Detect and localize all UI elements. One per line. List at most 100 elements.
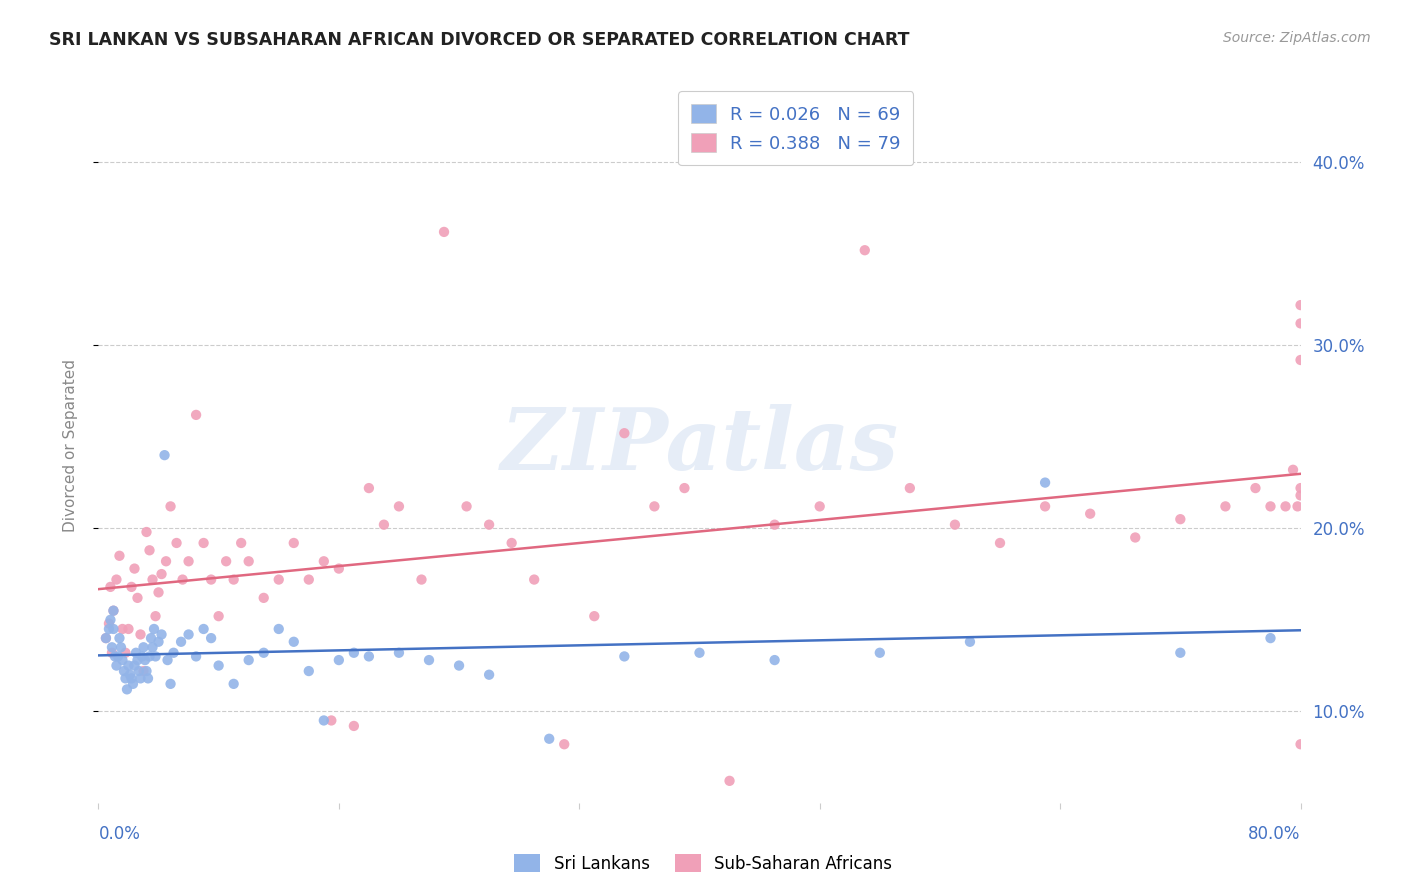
Point	[1123, 531, 1146, 545]
Point	[1289, 317, 1312, 331]
Point	[238, 554, 260, 568]
Point	[298, 573, 321, 587]
Point	[131, 649, 153, 664]
Point	[718, 773, 741, 788]
Point	[103, 604, 125, 618]
Point	[253, 591, 276, 605]
Point	[283, 536, 305, 550]
Point	[94, 631, 117, 645]
Point	[613, 649, 636, 664]
Point	[1289, 353, 1312, 368]
Point	[122, 677, 145, 691]
Point	[101, 646, 124, 660]
Point	[689, 646, 711, 660]
Point	[267, 573, 290, 587]
Point	[238, 653, 260, 667]
Point	[763, 517, 786, 532]
Point	[184, 649, 207, 664]
Point	[433, 225, 456, 239]
Point	[129, 672, 152, 686]
Point	[145, 649, 167, 664]
Point	[105, 658, 128, 673]
Point	[643, 500, 665, 514]
Point	[357, 481, 380, 495]
Point	[231, 536, 253, 550]
Point	[145, 609, 167, 624]
Point	[127, 653, 149, 667]
Point	[111, 622, 134, 636]
Point	[898, 481, 921, 495]
Point	[501, 536, 523, 550]
Point	[155, 554, 177, 568]
Point	[267, 622, 290, 636]
Point	[1170, 646, 1192, 660]
Point	[112, 664, 135, 678]
Point	[478, 667, 501, 681]
Point	[763, 653, 786, 667]
Point	[125, 646, 148, 660]
Point	[1282, 463, 1305, 477]
Legend: Sri Lankans, Sub-Saharan Africans: Sri Lankans, Sub-Saharan Africans	[506, 847, 900, 880]
Point	[312, 714, 335, 728]
Point	[388, 646, 411, 660]
Point	[143, 622, 166, 636]
Point	[170, 634, 193, 648]
Point	[156, 653, 179, 667]
Point	[673, 481, 696, 495]
Text: 0.0%: 0.0%	[98, 825, 141, 843]
Point	[172, 573, 194, 587]
Point	[208, 609, 231, 624]
Point	[193, 536, 215, 550]
Point	[105, 573, 128, 587]
Point	[100, 613, 122, 627]
Point	[100, 580, 122, 594]
Point	[124, 658, 146, 673]
Point	[1170, 512, 1192, 526]
Point	[108, 631, 131, 645]
Point	[1033, 500, 1056, 514]
Point	[104, 649, 127, 664]
Point	[200, 631, 222, 645]
Point	[150, 627, 173, 641]
Point	[150, 567, 173, 582]
Point	[117, 622, 139, 636]
Point	[97, 622, 120, 636]
Point	[321, 714, 343, 728]
Text: 80.0%: 80.0%	[1249, 825, 1301, 843]
Point	[1289, 298, 1312, 312]
Point	[328, 561, 350, 575]
Point	[298, 664, 321, 678]
Point	[132, 664, 155, 678]
Point	[1286, 500, 1309, 514]
Point	[1260, 631, 1282, 645]
Point	[1033, 475, 1056, 490]
Point	[94, 631, 117, 645]
Point	[177, 627, 200, 641]
Point	[141, 640, 163, 655]
Point	[1260, 500, 1282, 514]
Point	[1289, 488, 1312, 502]
Point	[388, 500, 411, 514]
Point	[121, 672, 143, 686]
Point	[114, 646, 136, 660]
Point	[115, 682, 138, 697]
Point	[222, 677, 245, 691]
Point	[1215, 500, 1237, 514]
Point	[959, 634, 981, 648]
Point	[141, 573, 163, 587]
Point	[1078, 507, 1101, 521]
Point	[101, 640, 124, 655]
Point	[447, 658, 470, 673]
Point	[162, 646, 184, 660]
Point	[121, 580, 143, 594]
Point	[553, 737, 575, 751]
Point	[110, 640, 132, 655]
Point	[118, 667, 141, 681]
Point	[312, 554, 335, 568]
Point	[418, 653, 440, 667]
Point	[138, 649, 160, 664]
Point	[373, 517, 395, 532]
Point	[159, 500, 181, 514]
Y-axis label: Divorced or Separated: Divorced or Separated	[63, 359, 77, 533]
Point	[107, 649, 129, 664]
